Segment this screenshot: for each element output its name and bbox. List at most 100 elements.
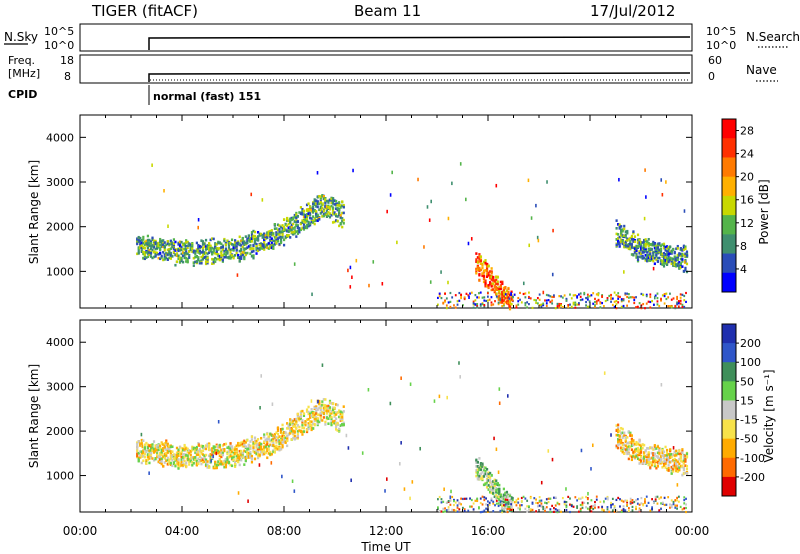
power-echo-cell [679, 257, 682, 261]
velocity-echo-cell [331, 407, 335, 410]
power-echo-cell [195, 248, 198, 251]
velocity-scatter-cell [508, 507, 511, 510]
velocity-scatter-cell [608, 510, 611, 513]
velocity-echo-cell [255, 442, 258, 446]
velocity-scatter-cell [574, 496, 577, 499]
velocity-echo-cell [163, 444, 166, 447]
velocity-scatter-cell [595, 495, 598, 498]
velocity-echo-cell [201, 460, 205, 464]
power-echo-cell [342, 205, 345, 209]
power-echo-cell [250, 237, 254, 241]
velocity-echo-cell [617, 426, 620, 429]
power-echo-cell [287, 230, 290, 233]
power-echo-cell [328, 207, 332, 211]
velocity-echo-cell [626, 436, 629, 439]
power-echo-cell [498, 291, 501, 295]
velocity-scatter-cell [681, 508, 684, 511]
velocity-echo-cell [296, 437, 299, 440]
power-echo-cell [639, 247, 643, 250]
power-scatter-cell [683, 305, 686, 309]
velocity-echo-cell [140, 442, 143, 445]
velocity-echo-cell [681, 448, 684, 451]
power-echo-cell [270, 231, 273, 235]
velocity-scatter-cell [583, 501, 586, 504]
velocity-echo-cell [650, 446, 653, 450]
power-echo-cell [220, 242, 223, 246]
velocity-echo-cell [249, 440, 252, 443]
power-echo-cell [331, 207, 335, 210]
velocity-echo-cell [162, 449, 165, 453]
power-echo-cell [282, 218, 286, 222]
velocity-echo-cell [163, 452, 166, 456]
velocity-echo-cell [620, 426, 623, 430]
velocity-echo-cell [178, 464, 182, 468]
power-echo-cell [646, 251, 649, 254]
power-echo-cell [253, 239, 257, 243]
power-echo-cell [165, 251, 168, 255]
power-echo-cell [630, 236, 633, 239]
velocity-echo-cell [182, 458, 185, 462]
power-echo-cell [646, 240, 649, 244]
velocity-echo-cell [139, 456, 142, 459]
power-scatter-cell [661, 294, 664, 297]
velocity-echo-cell [214, 445, 217, 449]
power-echo-cell [162, 258, 165, 262]
power-echo-cell [327, 199, 330, 203]
power-echo-cell [232, 256, 235, 260]
power-echo-cell [652, 242, 655, 245]
power-scatter-cell [601, 301, 604, 305]
velocity-echo-cell [293, 430, 296, 433]
power-echo-cell [195, 255, 198, 259]
velocity-echo-cell [214, 465, 217, 468]
velocity-echo-cell [296, 430, 299, 433]
velocity-echo-cell [321, 419, 324, 422]
velocity-echo-cell [615, 424, 618, 427]
power-echo-cell [639, 245, 643, 248]
power-echo-cell [665, 259, 669, 263]
velocity-echo-cell [160, 462, 163, 466]
power-echo-cell [290, 223, 293, 227]
power-ytick-label: 1000 [46, 265, 74, 278]
velocity-echo-cell [152, 458, 156, 462]
velocity-scatter-cell [456, 506, 459, 509]
power-echo-cell [482, 277, 486, 280]
velocity-echo-cell [206, 460, 209, 463]
power-echo-cell [313, 209, 316, 212]
power-echo-cell [478, 268, 481, 271]
power-echo-cell [485, 265, 489, 268]
velocity-echo-cell [264, 451, 267, 455]
power-echo-cell [639, 248, 643, 252]
time-axis-label: Time UT [360, 540, 411, 554]
power-echo-cell [272, 247, 275, 250]
power-echo-cell [214, 242, 217, 245]
velocity-echo-cell [675, 453, 678, 457]
velocity-echo-cell [504, 494, 507, 497]
velocity-echo-cell [475, 474, 478, 478]
velocity-echo-cell [180, 458, 183, 461]
velocity-echo-cell [212, 450, 215, 454]
velocity-echo-cell [146, 443, 150, 447]
velocity-scatter-cell [635, 507, 637, 511]
power-echo-cell [321, 210, 324, 214]
velocity-echo-cell [182, 452, 185, 456]
power-scatter-cell [479, 303, 482, 306]
power-echo-cell [338, 201, 341, 204]
velocity-echo-cell [279, 431, 283, 434]
power-echo-cell [148, 244, 151, 248]
velocity-speckle [603, 371, 606, 375]
velocity-scatter-cell [647, 501, 650, 504]
velocity-echo-cell [656, 464, 660, 468]
power-scatter-cell [640, 292, 643, 296]
power-scatter-cell [551, 299, 554, 302]
velocity-echo-cell [183, 448, 186, 451]
power-scatter-cell [567, 303, 570, 307]
velocity-speckle [403, 487, 406, 491]
velocity-echo-cell [266, 449, 269, 453]
power-echo-cell [250, 233, 254, 237]
velocity-scatter-cell [458, 501, 461, 504]
velocity-echo-cell [475, 461, 478, 464]
velocity-echo-cell [638, 443, 641, 447]
velocity-ytick-label: 4000 [46, 336, 74, 349]
velocity-echo-cell [237, 441, 240, 445]
power-echo-cell [682, 253, 686, 257]
